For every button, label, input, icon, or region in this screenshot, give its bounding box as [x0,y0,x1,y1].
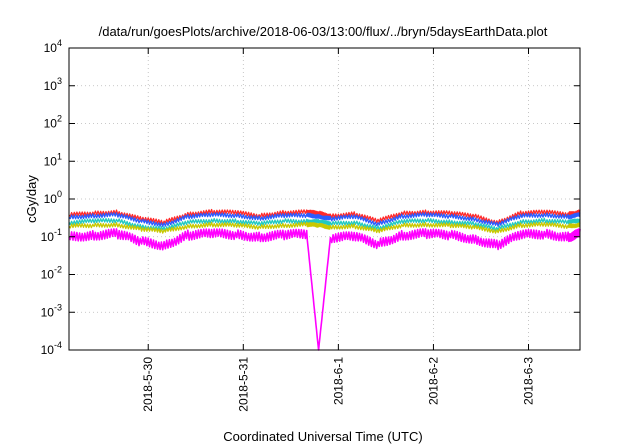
y-tick-label: 10-3 [41,302,62,319]
y-tick-label: 10-1 [41,227,62,244]
x-tick-label: 2018-5-31 [236,357,250,412]
x-tick-label: 2018-6-1 [331,357,345,405]
series-layer [68,208,581,351]
y-tick-label: 104 [44,38,62,55]
series-line [68,212,581,228]
y-tick-label: 100 [44,189,62,206]
x-tick-label: 2018-6-3 [522,357,536,405]
y-tick-label: 102 [44,114,62,131]
series-line [68,217,581,232]
y-tick-label: 101 [44,151,62,168]
series-line [68,228,581,351]
grid [69,48,580,350]
x-tick-label: 2018-5-30 [141,357,155,412]
y-tick-label: 10-2 [41,265,62,282]
ticks: 10-4 10-3 10-2 10-1 100 101 102 103 104 2018-5-30… [41,38,580,412]
series-line [68,221,581,234]
chart-title: /data/run/goesPlots/archive/2018-06-03/1… [99,24,548,39]
y-axis-label: cGy/day [24,175,39,223]
x-tick-label: 2018-6-2 [426,357,440,405]
y-tick-label: 10-4 [41,340,62,357]
x-axis-label: Coordinated Universal Time (UTC) [223,429,422,444]
y-tick-label: 103 [44,76,62,93]
